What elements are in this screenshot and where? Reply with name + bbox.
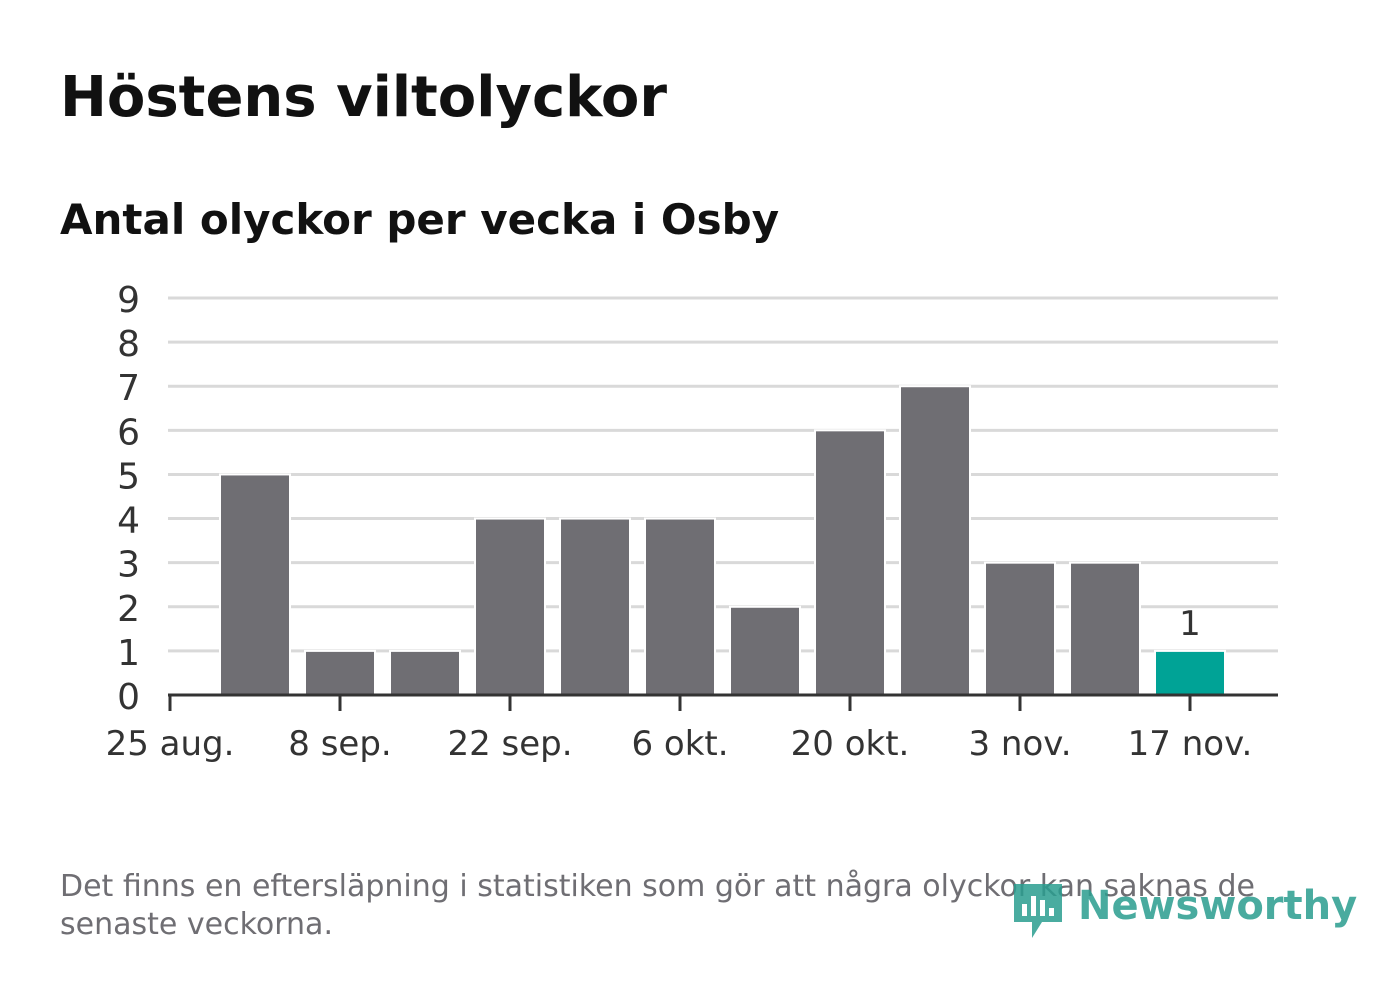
bar	[899, 385, 971, 696]
chart-title: Höstens viltolyckor	[60, 65, 667, 130]
x-tick-label: 6 okt.	[631, 724, 728, 764]
x-tick-label: 20 okt.	[791, 724, 910, 764]
x-tick-label: 8 sep.	[288, 724, 391, 764]
bar-highlight	[1154, 649, 1226, 697]
y-tick-label: 5	[117, 456, 140, 497]
bar	[559, 517, 631, 696]
x-tick-label: 22 sep.	[447, 724, 572, 764]
bar	[644, 517, 716, 696]
y-tick-label: 3	[117, 545, 140, 586]
bar	[219, 473, 291, 697]
bar	[814, 429, 886, 696]
y-tick-label: 8	[117, 324, 140, 365]
y-tick-label: 4	[117, 501, 140, 542]
bar	[984, 561, 1056, 697]
newsworthy-logo-icon	[1014, 884, 1062, 938]
x-axis: 25 aug. 8 sep. 22 sep. 6 okt. 20 okt. 3 nov. 1…	[106, 693, 1278, 764]
y-tick-label: 7	[117, 368, 140, 409]
y-tick-label: 0	[117, 677, 140, 718]
bar	[304, 649, 376, 697]
logo-text: Newsworthy	[1078, 883, 1358, 929]
y-tick-label: 1	[117, 633, 140, 674]
bar	[1069, 561, 1141, 697]
bar	[474, 517, 546, 696]
x-tick-label: 3 nov.	[968, 724, 1071, 764]
data-label: 1	[1179, 604, 1201, 644]
chart-subtitle: Antal olyckor per vecka i Osby	[60, 195, 780, 244]
bar	[389, 649, 461, 697]
y-tick-label: 2	[117, 589, 140, 630]
y-tick-label: 6	[117, 412, 140, 453]
x-tick-label: 25 aug.	[106, 724, 235, 764]
data-labels: 1	[1179, 604, 1201, 644]
bar	[729, 605, 801, 696]
y-tick-label: 9	[117, 280, 140, 321]
bars	[219, 385, 1226, 697]
gridlines	[168, 296, 1278, 653]
x-tick-label: 17 nov.	[1128, 724, 1253, 764]
